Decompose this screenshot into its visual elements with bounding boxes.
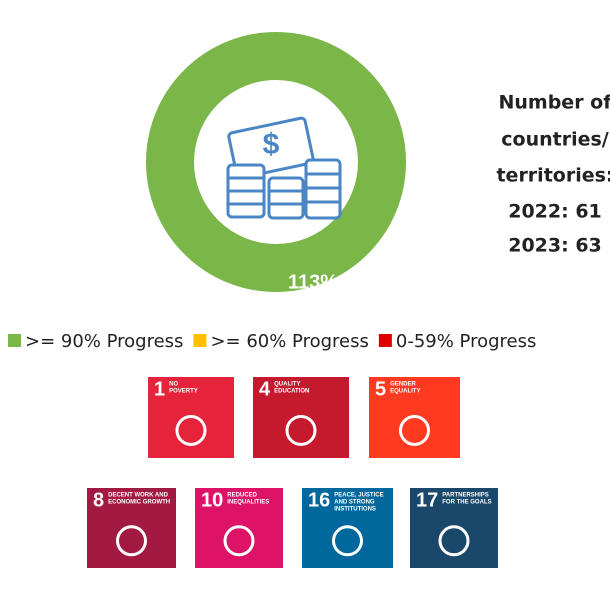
money-icon: $ — [226, 116, 342, 220]
goal-number: 10 — [201, 489, 223, 511]
legend-swatch — [378, 334, 392, 347]
goal-icon — [438, 525, 470, 557]
goal-title: GENDER — [390, 382, 416, 388]
goal-title: QUALITY — [274, 382, 300, 388]
goal-title: DECENT WORK AND — [108, 493, 168, 499]
goal-number: 1 — [154, 378, 165, 400]
goal-title: INSTITUTIONS — [334, 507, 376, 513]
progress-ring — [146, 32, 406, 292]
goal-title: INEQUALITIES — [227, 500, 269, 506]
goal-title: NO — [169, 382, 178, 388]
goal-icon — [116, 525, 147, 557]
note-line: countries/ — [501, 129, 609, 151]
goal-icon — [399, 414, 430, 446]
goal-title: POVERTY — [169, 389, 198, 395]
goal-title: PARTNERSHIPS — [442, 493, 489, 499]
goal-icon — [285, 414, 317, 446]
legend-label: >= 90% Progress — [25, 331, 183, 352]
goal-title: EQUALITY — [390, 389, 420, 395]
goal-icon — [332, 525, 363, 557]
goal-number: 5 — [375, 378, 386, 400]
note-line: territories: — [496, 165, 610, 187]
legend-swatch — [8, 334, 21, 347]
goal-number: 17 — [416, 489, 438, 511]
note-line: 2023: 63 — [508, 235, 602, 257]
goal-icon — [223, 525, 255, 557]
goal-title: REDUCED — [227, 493, 257, 499]
goal-title: ECONOMIC GROWTH — [108, 500, 170, 506]
goal-icon — [175, 414, 207, 446]
goal-title: PEACE, JUSTICE — [334, 493, 383, 499]
note-line: Number of — [498, 92, 610, 114]
legend-swatch — [193, 334, 207, 347]
goal-number: 4 — [259, 378, 271, 400]
ring — [146, 32, 406, 292]
goal-title: EDUCATION — [274, 389, 309, 395]
goal-title: AND STRONG — [334, 500, 375, 506]
goal-number: 16 — [308, 489, 330, 511]
legend-label: >= 60% Progress — [210, 331, 368, 352]
legend-label: 0-59% Progress — [396, 331, 537, 352]
note-line: 2022: 61 — [508, 201, 602, 223]
value-label: 113% — [288, 271, 338, 293]
goal-number: 8 — [93, 489, 104, 511]
svg-text:$: $ — [263, 128, 280, 161]
goal-title: FOR THE GOALS — [442, 500, 491, 506]
